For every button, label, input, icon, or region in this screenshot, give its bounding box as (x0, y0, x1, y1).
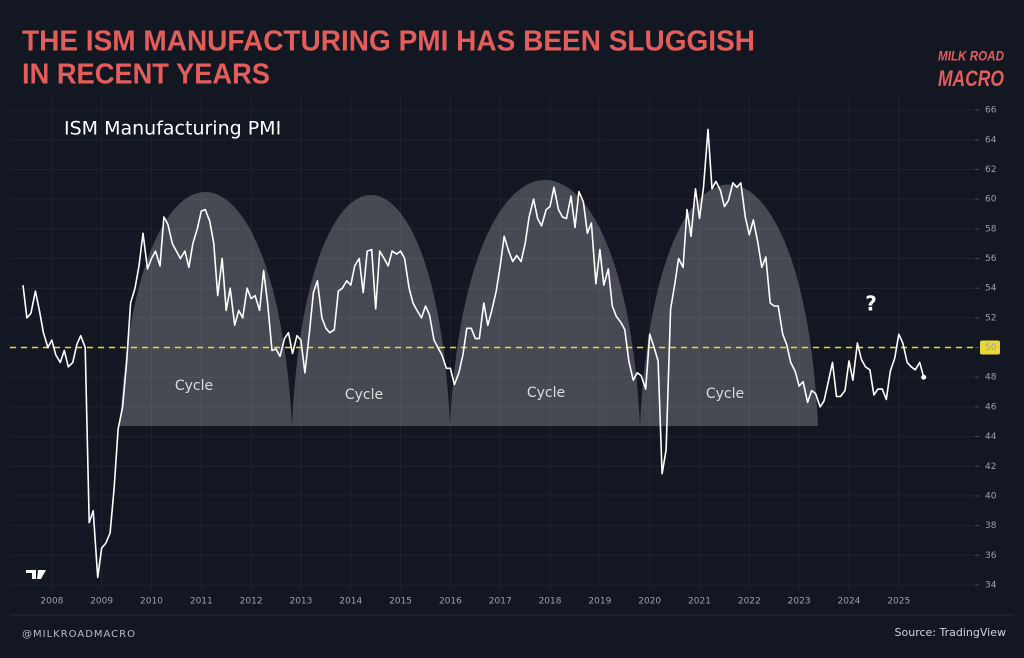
y-tick-label: 52 (985, 313, 996, 323)
reference-tick-box (980, 340, 1000, 355)
x-tick-label: 2025 (887, 597, 910, 607)
y-tick-label: 36 (985, 551, 997, 561)
x-tick-label: 2021 (688, 597, 711, 607)
y-tick-label: 40 (985, 491, 997, 501)
chart-title: THE ISM MANUFACTURING PMI HAS BEEN SLUGG… (22, 26, 755, 58)
y-tick-label: 66 (985, 106, 997, 116)
y-tick-label: 62 (985, 165, 996, 175)
x-tick-label: 2020 (638, 597, 661, 607)
x-tick-label: 2022 (738, 597, 761, 607)
y-tick-label: 54 (985, 284, 997, 294)
x-tick-label: 2013 (289, 597, 312, 607)
x-tick-label: 2018 (539, 597, 562, 607)
y-tick-label: 38 (985, 521, 997, 531)
annotation: Cycle (527, 385, 565, 401)
cycle-arc (120, 192, 292, 426)
pmi-line (22, 128, 925, 579)
x-tick-label: 2023 (788, 597, 811, 607)
x-tick-label: 2009 (90, 597, 113, 607)
x-tick-label: 2024 (838, 597, 861, 607)
y-tick-label: 48 (985, 373, 997, 383)
last-point (921, 374, 927, 380)
y-tick-label: 42 (985, 462, 996, 472)
y-tick-label: 58 (985, 224, 997, 234)
grid (10, 95, 975, 590)
tradingview-icon (26, 570, 46, 579)
x-tick-label: 2008 (40, 597, 63, 607)
x-tick-label: 2015 (389, 597, 412, 607)
y-tick-label: 60 (985, 195, 997, 205)
logo-text: MILK ROAD (938, 48, 1004, 64)
y-tick-label: 64 (985, 135, 997, 145)
footer-handle: @MILKROADMACRO (22, 629, 136, 640)
x-tick-label: 2011 (190, 597, 213, 607)
footer-source: Source: TradingView (895, 626, 1006, 639)
x-tick-label: 2017 (489, 597, 512, 607)
annotation: ? (865, 292, 877, 316)
y-tick-label: 44 (985, 432, 997, 442)
cycle-arc (292, 195, 450, 426)
x-tick-label: 2019 (588, 597, 611, 607)
y-tick-label: 46 (985, 402, 997, 412)
x-tick-label: 2010 (140, 597, 163, 607)
y-tick-label: 56 (985, 254, 997, 264)
annotation: Cycle (706, 386, 744, 402)
annotation: Cycle (345, 387, 383, 403)
chart-subtitle: ISM Manufacturing PMI (64, 118, 281, 140)
logo-text: MACRO (938, 66, 1004, 91)
chart-title: IN RECENT YEARS (22, 59, 270, 91)
x-tick-label: 2016 (439, 597, 462, 607)
annotation: Cycle (175, 378, 213, 394)
y-tick-label: 50 (985, 343, 997, 353)
y-tick-label: 34 (985, 580, 997, 590)
x-tick-label: 2014 (339, 597, 362, 607)
x-tick-label: 2012 (240, 597, 263, 607)
